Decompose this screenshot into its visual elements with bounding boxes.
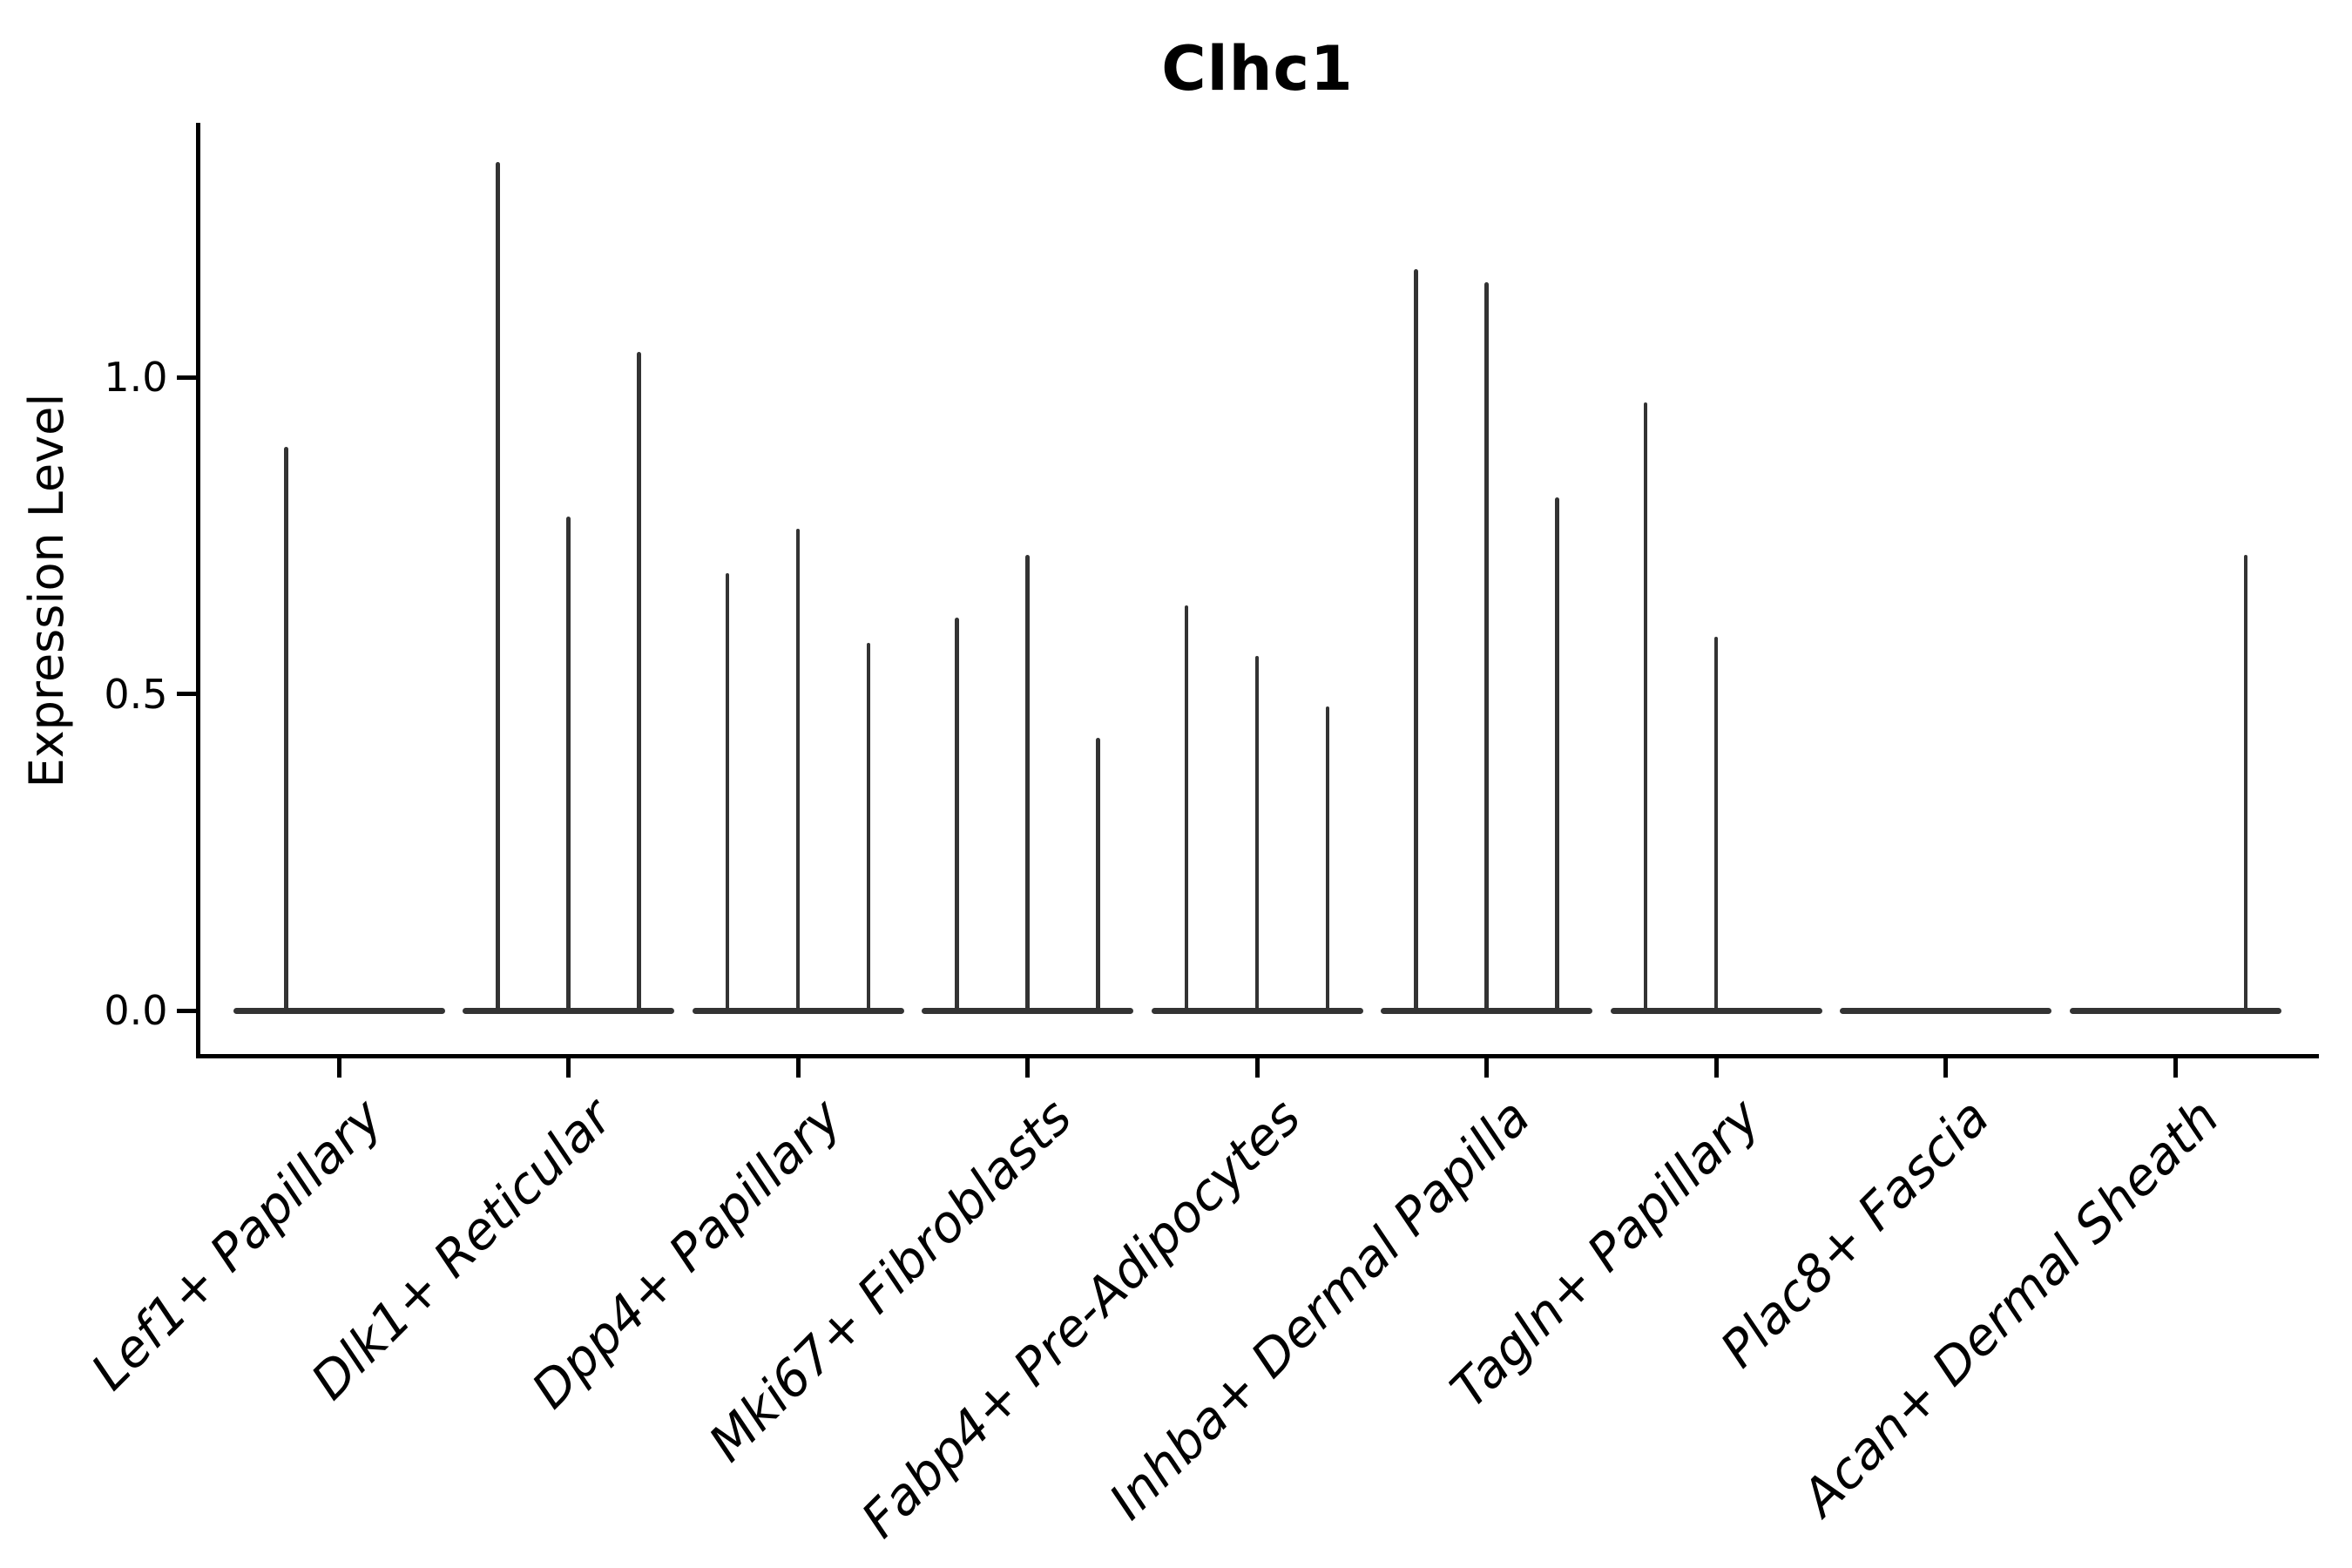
- x-axis-spine: [196, 1054, 2319, 1058]
- violin-spike: [1484, 281, 1489, 1013]
- violin-spike: [284, 446, 288, 1013]
- violin-spike: [1414, 269, 1418, 1013]
- violin-spike: [795, 529, 801, 1013]
- y-tick-label: 0.0: [104, 987, 168, 1034]
- y-axis-spine: [196, 123, 200, 1058]
- x-tick-mark: [336, 1058, 341, 1078]
- violin-spike: [1096, 738, 1100, 1013]
- violin-spike: [1184, 605, 1189, 1013]
- violin-baseline: [1840, 1007, 2051, 1014]
- x-tick-label: Acan+ Dermal Sheath: [1790, 1087, 2231, 1528]
- violin-spike: [1025, 554, 1030, 1013]
- chart-title: Clhc1: [1161, 33, 1354, 105]
- y-tick-mark: [176, 1008, 196, 1013]
- y-tick-label: 1.0: [104, 354, 168, 401]
- violin-spike: [1555, 497, 1559, 1013]
- violin-spike: [1325, 706, 1330, 1013]
- x-tick-label: Inhba+ Dermal Papilla: [1098, 1087, 1542, 1531]
- violin-spike: [955, 618, 959, 1013]
- violin-spike: [1254, 655, 1260, 1013]
- violin-baseline: [2069, 1007, 2281, 1014]
- violin-spike: [637, 351, 641, 1013]
- x-tick-mark: [795, 1058, 801, 1078]
- y-tick-mark: [176, 692, 196, 696]
- x-tick-mark: [566, 1058, 571, 1078]
- x-tick-mark: [1254, 1058, 1260, 1078]
- x-tick-mark: [2173, 1058, 2178, 1078]
- x-tick-label: Fabp4+ Pre-Adipocytes: [850, 1087, 1313, 1550]
- x-tick-mark: [1943, 1058, 1948, 1078]
- violin-baseline: [233, 1007, 445, 1014]
- violin-spike: [1713, 637, 1719, 1013]
- violin-spike: [566, 516, 571, 1013]
- x-tick-mark: [1025, 1058, 1030, 1078]
- y-tick-label: 0.5: [104, 670, 168, 718]
- x-tick-mark: [1713, 1058, 1719, 1078]
- x-tick-mark: [1484, 1058, 1489, 1078]
- violin-spike: [1643, 402, 1648, 1013]
- violin-spike: [866, 643, 871, 1013]
- violin-spike: [725, 573, 730, 1013]
- violin-spike: [2243, 554, 2248, 1013]
- violin-spike: [496, 161, 500, 1013]
- y-tick-mark: [176, 375, 196, 380]
